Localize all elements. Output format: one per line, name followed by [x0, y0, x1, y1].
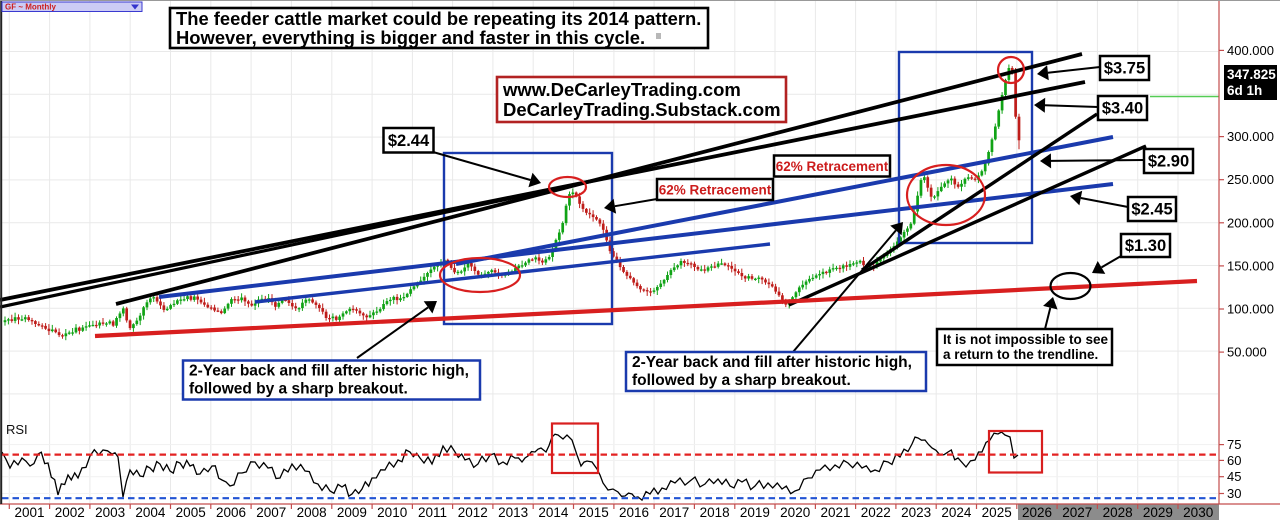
svg-text:The feeder cattle market could: The feeder cattle market could be repeat… [176, 8, 701, 29]
svg-text:However, everything is bigger: However, everything is bigger and faster… [176, 27, 645, 48]
svg-text:2023: 2023 [901, 505, 931, 520]
svg-text:2006: 2006 [216, 505, 246, 520]
svg-text:2-Year back and fill after his: 2-Year back and fill after historic high… [189, 363, 469, 380]
svg-text:2012: 2012 [458, 505, 488, 520]
svg-text:followed by a sharp breakout.: followed by a sharp breakout. [189, 381, 408, 398]
svg-text:GF ~ Monthly: GF ~ Monthly [5, 3, 56, 12]
svg-text:2019: 2019 [740, 505, 770, 520]
svg-text:2025: 2025 [982, 505, 1012, 520]
svg-text:75: 75 [1227, 437, 1241, 452]
svg-text:2024: 2024 [941, 505, 972, 520]
svg-text:2020: 2020 [780, 505, 810, 520]
svg-text:2003: 2003 [95, 505, 125, 520]
svg-text:2002: 2002 [55, 505, 85, 520]
svg-text:2009: 2009 [337, 505, 367, 520]
svg-text:$1.30: $1.30 [1125, 237, 1166, 255]
svg-text:30: 30 [1227, 486, 1241, 501]
svg-text:2028: 2028 [1103, 505, 1133, 520]
svg-text:50.000: 50.000 [1227, 345, 1267, 360]
svg-text:a return to the trendline.: a return to the trendline. [943, 347, 1098, 362]
svg-text:150.000: 150.000 [1227, 258, 1274, 273]
svg-text:2015: 2015 [579, 505, 609, 520]
svg-text:2029: 2029 [1143, 505, 1173, 520]
svg-text:250.000: 250.000 [1227, 172, 1274, 187]
svg-text:2021: 2021 [820, 505, 850, 520]
svg-text:2018: 2018 [700, 505, 730, 520]
svg-text:60: 60 [1227, 453, 1241, 468]
svg-text:347.825: 347.825 [1227, 67, 1276, 82]
svg-text:2030: 2030 [1183, 505, 1213, 520]
svg-text:2017: 2017 [659, 505, 689, 520]
svg-text:2016: 2016 [619, 505, 649, 520]
svg-text:RSI: RSI [6, 422, 28, 437]
svg-text:300.000: 300.000 [1227, 129, 1274, 144]
svg-text:2008: 2008 [297, 505, 327, 520]
svg-text:$3.40: $3.40 [1102, 100, 1143, 118]
svg-text:2007: 2007 [256, 505, 286, 520]
svg-text:2013: 2013 [498, 505, 528, 520]
svg-text:2005: 2005 [176, 505, 206, 520]
svg-text:45: 45 [1227, 469, 1241, 484]
svg-text:It is not impossible to see: It is not impossible to see [943, 332, 1109, 347]
svg-text:62% Retracement: 62% Retracement [659, 183, 772, 198]
svg-text:100.000: 100.000 [1227, 302, 1274, 317]
svg-text:200.000: 200.000 [1227, 215, 1274, 230]
svg-text:2010: 2010 [377, 505, 407, 520]
svg-text:DeCarleyTrading.Substack.com: DeCarleyTrading.Substack.com [503, 99, 781, 120]
svg-text:followed by a sharp breakout.: followed by a sharp breakout. [632, 372, 851, 389]
svg-text:www.DeCarleyTrading.com: www.DeCarleyTrading.com [502, 79, 741, 100]
svg-text:2022: 2022 [861, 505, 891, 520]
svg-text:400.000: 400.000 [1227, 43, 1274, 58]
svg-text:62% Retracement: 62% Retracement [776, 159, 889, 174]
svg-text:$2.45: $2.45 [1131, 201, 1172, 219]
svg-text:2026: 2026 [1022, 505, 1052, 520]
svg-text:$2.44: $2.44 [388, 132, 430, 150]
svg-text:2-Year back and fill after his: 2-Year back and fill after historic high… [632, 354, 912, 371]
svg-text:2001: 2001 [14, 505, 44, 520]
svg-text:2011: 2011 [418, 505, 447, 520]
svg-text:$3.75: $3.75 [1104, 60, 1145, 78]
svg-text:$2.90: $2.90 [1148, 153, 1189, 171]
svg-text:6d 1h: 6d 1h [1227, 83, 1262, 98]
svg-text:2014: 2014 [538, 505, 569, 520]
svg-text:2004: 2004 [135, 505, 166, 520]
svg-text:2027: 2027 [1062, 505, 1092, 520]
